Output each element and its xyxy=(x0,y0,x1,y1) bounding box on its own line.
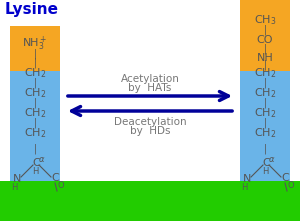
Text: H: H xyxy=(32,166,38,175)
Bar xyxy=(240,71,290,181)
Text: $\alpha$: $\alpha$ xyxy=(38,154,46,164)
Text: N: N xyxy=(243,174,251,184)
Text: |: | xyxy=(263,78,267,88)
Text: Lysine: Lysine xyxy=(5,2,59,17)
Bar xyxy=(0,181,300,221)
Text: |: | xyxy=(263,60,267,70)
Text: CH$_2$: CH$_2$ xyxy=(254,126,276,140)
Text: by  HDs: by HDs xyxy=(130,126,170,136)
Text: C: C xyxy=(51,173,59,183)
Text: C: C xyxy=(32,158,40,168)
Text: Deacetylation: Deacetylation xyxy=(114,117,186,127)
Text: C: C xyxy=(281,173,289,183)
Text: |: | xyxy=(33,144,37,154)
Text: O: O xyxy=(58,181,64,191)
Text: |: | xyxy=(33,118,37,128)
Text: by  HATs: by HATs xyxy=(128,83,172,93)
Text: O: O xyxy=(288,181,294,191)
Text: H: H xyxy=(262,166,268,175)
Text: |: | xyxy=(263,118,267,128)
Text: CH$_2$: CH$_2$ xyxy=(24,126,46,140)
Text: |: | xyxy=(33,98,37,108)
Bar xyxy=(240,0,290,71)
Text: CH$_2$: CH$_2$ xyxy=(254,106,276,120)
Text: CH$_2$: CH$_2$ xyxy=(24,106,46,120)
Text: |: | xyxy=(33,58,37,68)
Text: |: | xyxy=(33,78,37,88)
Text: $\alpha$: $\alpha$ xyxy=(268,154,276,164)
Text: CH$_2$: CH$_2$ xyxy=(254,86,276,100)
Text: |: | xyxy=(33,49,37,59)
Bar xyxy=(10,71,60,181)
Text: Acetylation: Acetylation xyxy=(121,74,179,84)
Text: NH$_3^+$: NH$_3^+$ xyxy=(22,35,48,53)
Text: N: N xyxy=(13,174,21,184)
Text: CH$_3$: CH$_3$ xyxy=(254,13,276,27)
Text: |: | xyxy=(263,44,267,54)
Text: CH$_2$: CH$_2$ xyxy=(254,66,276,80)
Text: C: C xyxy=(262,158,270,168)
Text: H: H xyxy=(11,183,17,192)
Text: CH$_2$: CH$_2$ xyxy=(24,86,46,100)
Text: |: | xyxy=(263,98,267,108)
Text: H: H xyxy=(241,183,247,192)
Text: CH$_2$: CH$_2$ xyxy=(24,66,46,80)
Text: CO: CO xyxy=(257,35,273,45)
Text: |: | xyxy=(263,144,267,154)
Text: NH: NH xyxy=(256,53,273,63)
Bar xyxy=(10,26,60,71)
Text: |: | xyxy=(263,25,267,35)
